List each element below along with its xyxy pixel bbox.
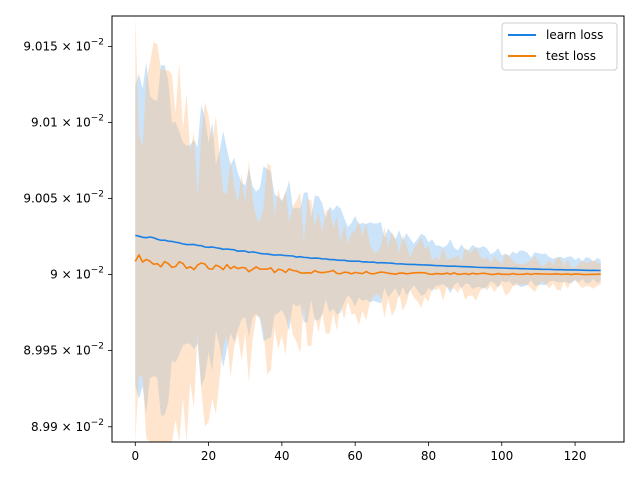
y-tick-label: 9 × 10−2 [50,265,104,281]
y-tick-label: 9.005 × 10−2 [23,189,104,205]
y-tick-label: 8.99 × 10−2 [31,418,104,434]
confidence-bands [135,16,601,442]
line-test-loss [134,254,601,276]
y-tick-label: 8.995 × 10−2 [23,342,104,358]
x-tick-label: 60 [348,449,363,463]
line-learn-loss [135,234,601,272]
x-tick-label: 20 [201,449,216,463]
series-lines [134,234,601,276]
legend-label-test-loss: test loss [546,49,596,63]
x-tick-label: 100 [490,449,513,463]
x-tick-label: 120 [564,449,587,463]
plot-frame [111,15,625,443]
band-learn-loss [135,61,601,416]
legend: learn loss test loss [501,22,618,71]
x-tick-label: 0 [131,449,139,463]
y-tick-label: 9.015 × 10−2 [23,37,104,53]
x-tick-label: 80 [421,449,436,463]
legend-label-learn-loss: learn loss [546,28,603,42]
x-tick-label: 40 [274,449,289,463]
band-test-loss [135,16,601,442]
x-axis-ticks: 0 20 40 60 80 100 120 [131,442,587,463]
y-tick-label: 9.01 × 10−2 [31,113,104,129]
y-axis-ticks: 8.99 × 10−2 8.995 × 10−2 9 × 10−2 9.005 × 1… [23,37,112,434]
